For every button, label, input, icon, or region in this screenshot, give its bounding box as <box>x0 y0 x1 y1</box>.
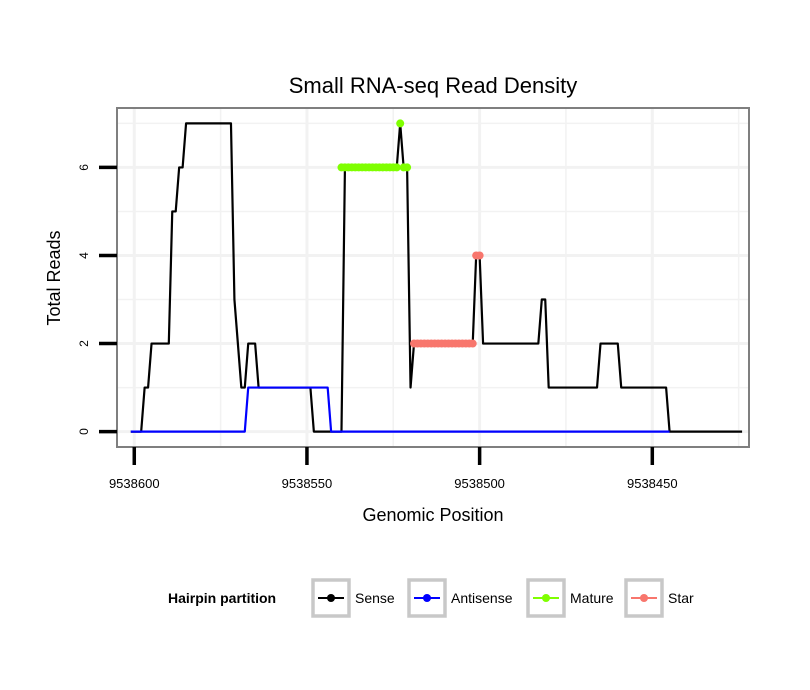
y-axis: 0 2 4 6 <box>77 164 117 435</box>
chart-title: Small RNA-seq Read Density <box>289 73 578 98</box>
legend-dot-antisense <box>423 594 431 602</box>
x-axis: 9538600 9538550 9538500 9538450 <box>109 447 678 491</box>
y-tick-label: 2 <box>77 340 91 347</box>
mature-point <box>392 163 401 172</box>
legend-dot-sense <box>327 594 335 602</box>
y-tick-label: 0 <box>77 428 91 435</box>
x-tick-label: 9538500 <box>454 476 505 491</box>
y-tick-label: 6 <box>77 164 91 171</box>
legend-label-mature: Mature <box>570 590 614 606</box>
x-tick-label: 9538450 <box>627 476 678 491</box>
antisense-series-line <box>130 386 670 433</box>
y-tick-label: 4 <box>77 252 91 259</box>
legend-dot-mature <box>542 594 550 602</box>
legend-label-star: Star <box>668 590 694 606</box>
mature-point <box>403 163 412 172</box>
legend-label-sense: Sense <box>355 590 395 606</box>
legend-label-antisense: Antisense <box>451 590 513 606</box>
plot-background <box>117 108 749 447</box>
legend-title: Hairpin partition <box>168 590 276 606</box>
x-tick-label: 9538600 <box>109 476 160 491</box>
star-point <box>475 251 484 260</box>
y-axis-label: Total Reads <box>44 230 64 325</box>
series-layer <box>130 119 743 433</box>
x-axis-label: Genomic Position <box>362 505 503 525</box>
mature-point <box>396 119 405 128</box>
x-tick-label: 9538550 <box>282 476 333 491</box>
plot-border <box>116 107 750 448</box>
legend-dot-star <box>640 594 648 602</box>
legend: Hairpin partition Sense Antisense Mature St… <box>168 578 694 618</box>
star-point <box>468 339 477 348</box>
